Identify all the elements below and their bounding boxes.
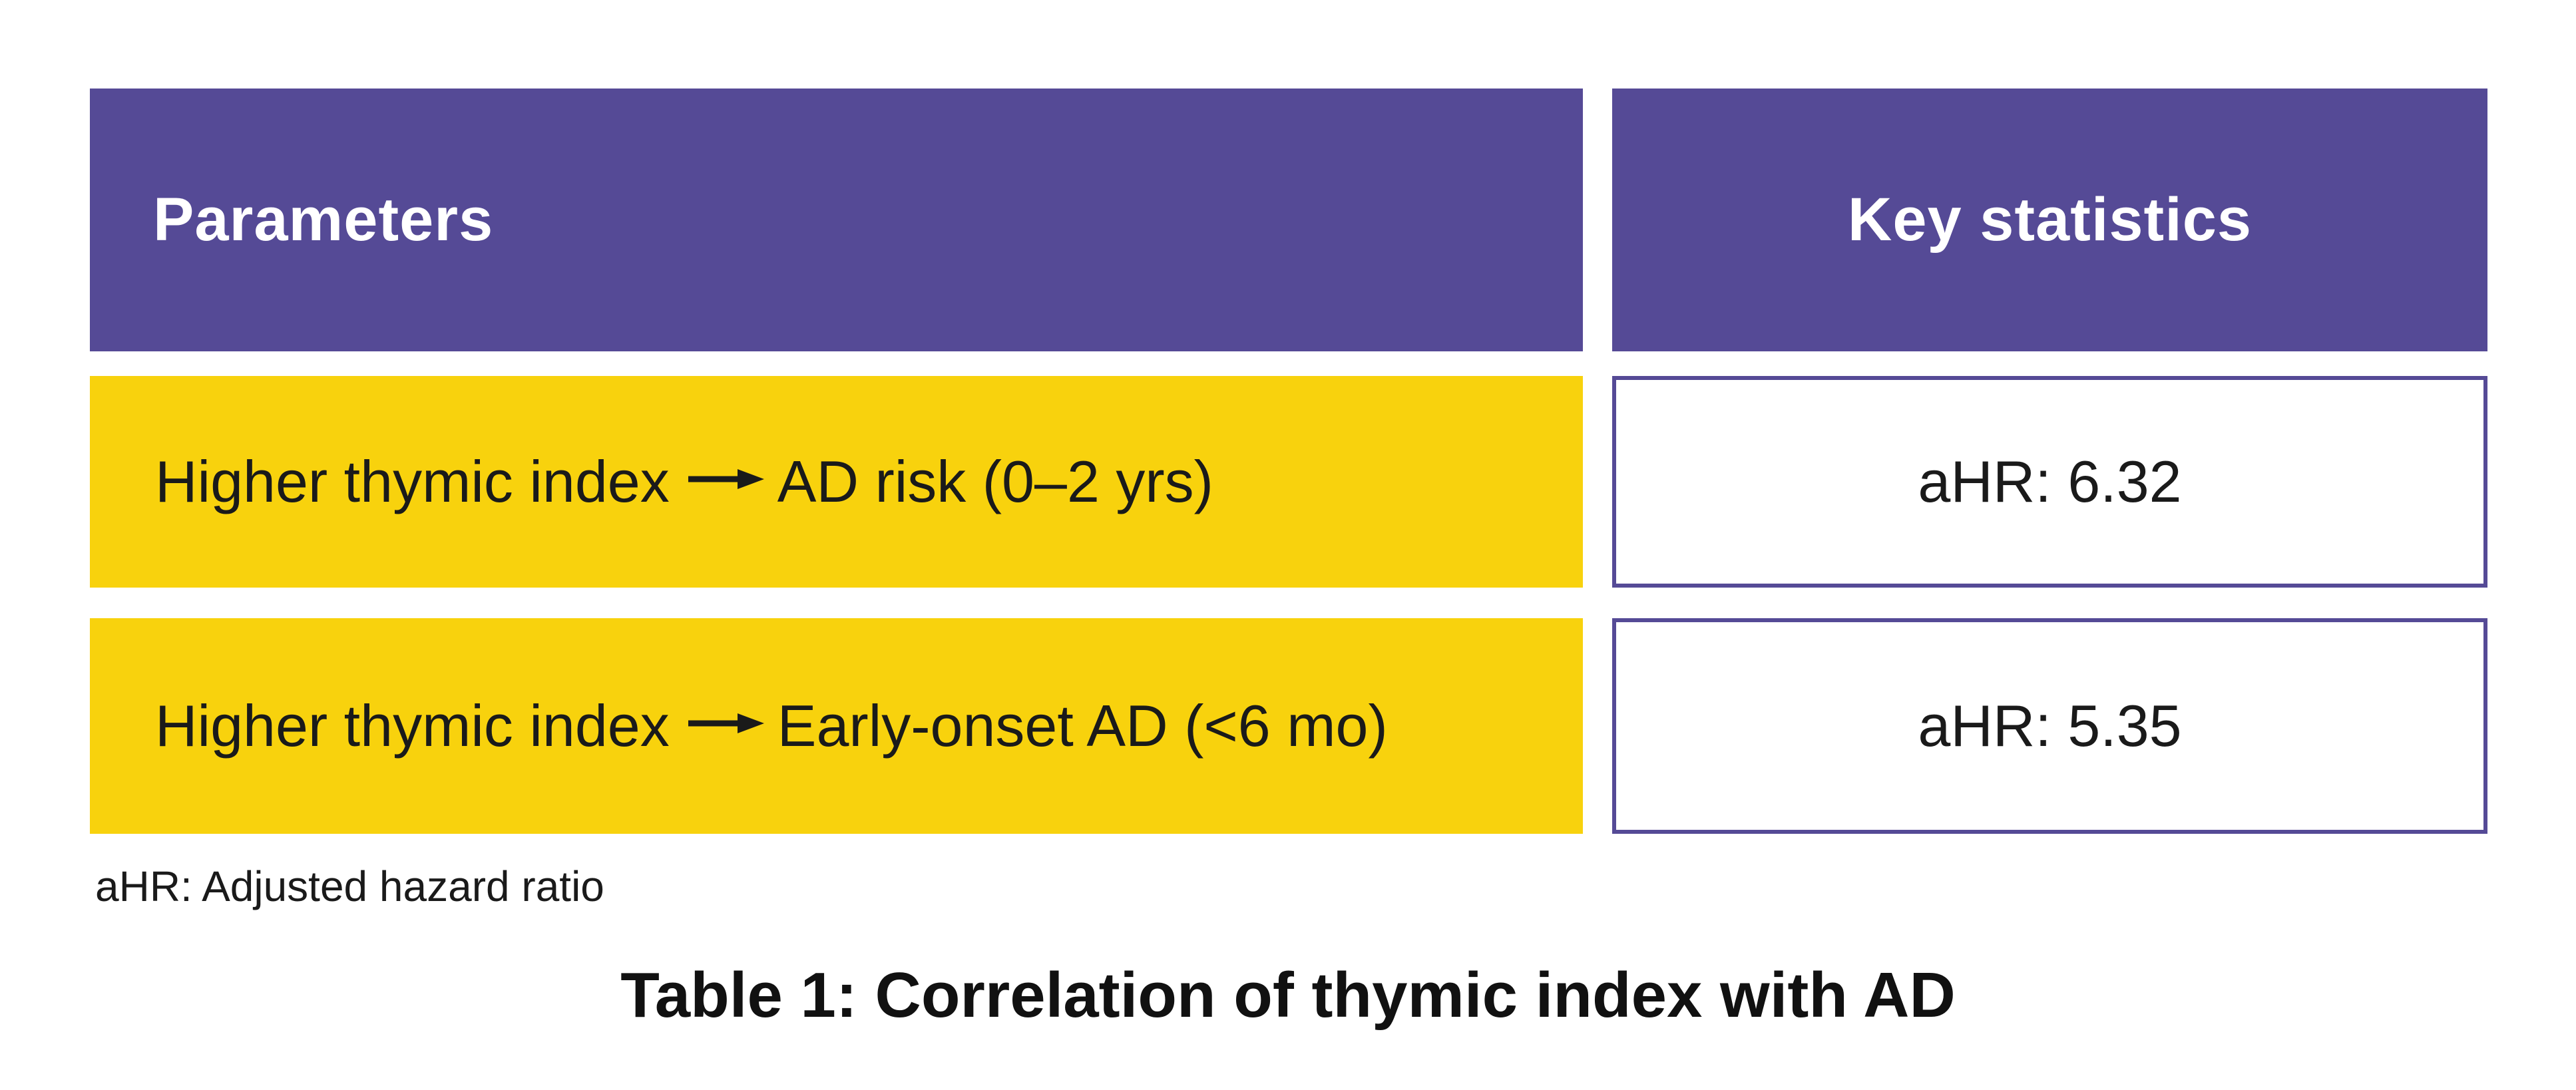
table-footnote: aHR: Adjusted hazard ratio	[95, 862, 604, 910]
statistic-value: aHR: 5.35	[1918, 693, 2182, 759]
table-row-2-parameter-cell: Higher thymic index Early-onset AD (<6 m…	[90, 618, 1583, 834]
parameter-text-before-arrow: Higher thymic index	[155, 693, 670, 759]
table-row-1-parameter-cell: Higher thymic index AD risk (0–2 yrs)	[90, 376, 1583, 588]
right-arrow-icon	[688, 469, 764, 489]
header-label-parameters: Parameters	[153, 186, 494, 254]
table-caption: Table 1: Correlation of thymic index wit…	[620, 960, 1956, 1031]
header-cell-key-statistics: Key statistics	[1612, 89, 2487, 351]
parameter-text-after-arrow: Early-onset AD (<6 mo)	[777, 693, 1388, 759]
header-label-key-statistics: Key statistics	[1847, 186, 2253, 254]
right-arrow-icon	[688, 713, 764, 733]
header-cell-parameters: Parameters	[90, 89, 1583, 351]
table-row-1-statistic-cell: aHR: 6.32	[1612, 376, 2487, 588]
statistic-value: aHR: 6.32	[1918, 449, 2182, 514]
parameter-text-after-arrow: AD risk (0–2 yrs)	[777, 449, 1213, 514]
table-row-2-statistic-cell: aHR: 5.35	[1612, 618, 2487, 834]
parameter-text-before-arrow: Higher thymic index	[155, 449, 670, 514]
